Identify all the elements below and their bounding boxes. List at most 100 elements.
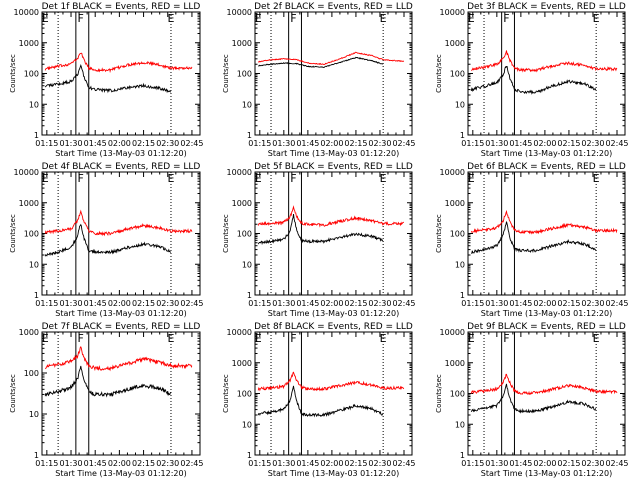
chart-panel: Det 6f BLACK = Events, RED = LLD 1 10 100 10… — [435, 162, 629, 318]
x-tick-label: 01:45 — [84, 459, 107, 468]
y-tick-label: 100 — [237, 390, 252, 399]
marker-label: F — [503, 172, 509, 185]
marker-label: F — [290, 172, 296, 185]
y-axis-label: Counts/sec — [435, 54, 443, 93]
chart-panel: Det 8f BLACK = Events, RED = LLD 1 10 100 10… — [222, 322, 416, 478]
x-tick-label: 01:30 — [485, 139, 508, 148]
chart-title: Det 7f BLACK = Events, RED = LLD — [42, 322, 201, 332]
marker-label: E — [468, 12, 475, 25]
chart-panel: Det 7f BLACK = Events, RED = LLD 1 10 100 10… — [9, 322, 203, 478]
x-tick-label: 02:30 — [368, 139, 391, 148]
marker-label: E — [380, 332, 387, 345]
y-tick-label: 1 — [34, 291, 39, 300]
y-tick-label: 10000 — [227, 8, 252, 17]
y-tick-label: 1000 — [232, 199, 252, 208]
y-axis-label: Counts/sec — [9, 54, 17, 93]
y-axis-label: Counts/sec — [9, 374, 17, 413]
x-tick-label: 02:00 — [320, 139, 343, 148]
chart-title: Det 8f BLACK = Events, RED = LLD — [254, 322, 413, 332]
x-tick-label: 02:45 — [180, 299, 203, 308]
x-tick-label: 01:45 — [509, 459, 532, 468]
marker-label: F — [503, 332, 509, 345]
chart-panel: Det 3f BLACK = Events, RED = LLD 1 10 100 10… — [435, 2, 629, 158]
marker-label: E — [255, 172, 262, 185]
x-axis-label: Start Time (13-May-03 01:12:20) — [268, 149, 399, 158]
x-tick-label: 02:15 — [344, 139, 367, 148]
x-tick-label: 01:30 — [272, 459, 295, 468]
y-tick-label: 1 — [460, 131, 465, 140]
y-tick-label: 10 — [29, 410, 39, 419]
x-tick-label: 01:45 — [296, 459, 319, 468]
plot-frame — [254, 171, 413, 296]
y-tick-label: 10000 — [227, 328, 252, 337]
series-line-lld — [257, 51, 405, 66]
x-tick-label: 01:15 — [461, 299, 484, 308]
x-tick-label: 02:45 — [392, 139, 415, 148]
marker-label: E — [42, 332, 49, 345]
series-line-lld — [471, 50, 618, 73]
chart-title: Det 1f BLACK = Events, RED = LLD — [42, 2, 201, 12]
y-tick-label: 10000 — [14, 8, 39, 17]
x-tick-label: 01:45 — [84, 139, 107, 148]
x-tick-label: 02:45 — [392, 459, 415, 468]
marker-label: E — [168, 172, 175, 185]
y-tick-label: 1 — [460, 451, 465, 460]
y-tick-label: 1000 — [232, 359, 252, 368]
x-tick-label: 02:30 — [156, 139, 179, 148]
y-tick-label: 100 — [24, 369, 39, 378]
x-tick-label: 01:15 — [248, 459, 271, 468]
marker-label: E — [168, 332, 175, 345]
x-tick-label: 01:15 — [35, 139, 58, 148]
series-line-events — [258, 56, 384, 68]
y-tick-label: 1000 — [19, 199, 39, 208]
x-tick-label: 01:45 — [296, 299, 319, 308]
y-axis-label: Counts/sec — [222, 54, 230, 93]
series-line-lld — [470, 373, 618, 396]
chart-title: Det 5f BLACK = Events, RED = LLD — [254, 162, 413, 172]
marker-label: F — [78, 172, 84, 185]
x-tick-label: 01:15 — [461, 459, 484, 468]
marker-label: E — [593, 12, 600, 25]
x-axis-label: Start Time (13-May-03 01:12:20) — [55, 149, 186, 158]
y-tick-label: 1000 — [19, 39, 39, 48]
y-tick-label: 1 — [247, 291, 252, 300]
series-line-lld — [257, 205, 404, 228]
plot-frame — [467, 11, 626, 136]
chart-title: Det 3f BLACK = Events, RED = LLD — [467, 2, 626, 12]
marker-label: F — [503, 12, 509, 25]
y-tick-label: 1 — [247, 451, 252, 460]
y-axis-label: Counts/sec — [435, 214, 443, 253]
y-tick-label: 10000 — [14, 168, 39, 177]
chart-panel: Det 4f BLACK = Events, RED = LLD 1 10 100 10… — [9, 162, 203, 318]
x-tick-label: 01:30 — [485, 459, 508, 468]
y-tick-label: 100 — [237, 230, 252, 239]
x-axis-label: Start Time (13-May-03 01:12:20) — [481, 149, 612, 158]
x-tick-label: 02:15 — [557, 459, 580, 468]
x-axis-label: Start Time (13-May-03 01:12:20) — [55, 309, 186, 318]
marker-label: E — [468, 332, 475, 345]
x-tick-label: 02:00 — [320, 459, 343, 468]
plot-frame — [41, 11, 201, 136]
marker-label: E — [255, 332, 262, 345]
x-axis-label: Start Time (13-May-03 01:12:20) — [268, 309, 399, 318]
x-axis-label: Start Time (13-May-03 01:12:20) — [55, 469, 186, 478]
y-tick-label: 1000 — [232, 39, 252, 48]
chart-panel: Det 2f BLACK = Events, RED = LLD 1 10 100 10… — [222, 2, 416, 158]
chart-title: Det 4f BLACK = Events, RED = LLD — [42, 162, 201, 172]
x-tick-label: 02:45 — [392, 299, 415, 308]
y-axis-label: Counts/sec — [222, 374, 230, 413]
y-axis-label: Counts/sec — [9, 214, 17, 253]
x-tick-label: 02:45 — [605, 139, 628, 148]
x-tick-label: 01:30 — [272, 139, 295, 148]
y-tick-label: 1 — [460, 291, 465, 300]
x-tick-label: 01:30 — [59, 299, 82, 308]
plot-frame — [41, 171, 201, 296]
series-line-lld — [44, 345, 193, 372]
x-tick-label: 02:45 — [605, 299, 628, 308]
x-axis-label: Start Time (13-May-03 01:12:20) — [268, 469, 399, 478]
y-tick-label: 10 — [455, 260, 465, 269]
series-line-events — [257, 214, 384, 246]
y-tick-label: 10 — [29, 100, 39, 109]
y-tick-label: 100 — [450, 230, 465, 239]
y-tick-label: 10000 — [440, 168, 465, 177]
